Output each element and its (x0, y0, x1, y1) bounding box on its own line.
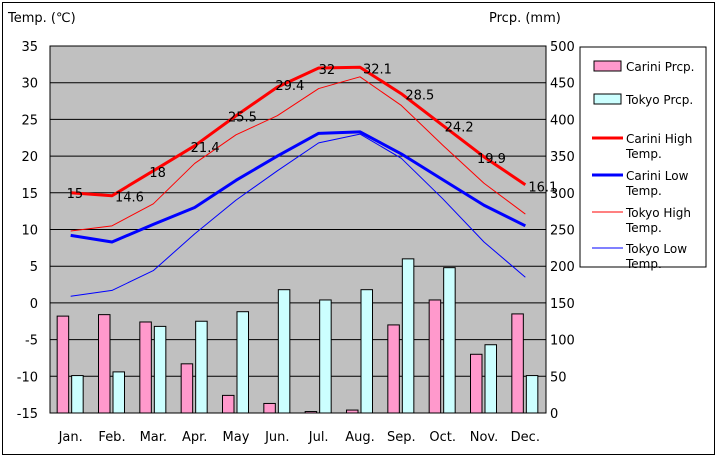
data-label: 24.2 (445, 120, 474, 135)
legend-box (579, 46, 707, 268)
bar-carini-prcp-jan (56, 315, 70, 414)
y-left-tick-label: 35 (21, 40, 38, 55)
bar-carini-prcp-may (222, 394, 235, 414)
y-axis-right-label: Prcp. (mm) (489, 11, 561, 26)
bar-tokyo-prcp-aug (360, 289, 373, 414)
data-label: 29.4 (275, 79, 304, 94)
y-left-tick-label: 25 (21, 113, 38, 128)
data-label: 32.1 (363, 62, 392, 77)
bar-tokyo-prcp-may (236, 311, 249, 414)
y-left-tick-label: 0 (30, 297, 38, 312)
legend-label: Tokyo High Temp. (625, 206, 691, 235)
x-tick-label: Jun. (264, 430, 289, 445)
y-left-tick-label: 30 (21, 77, 38, 92)
bar-tokyo-prcp-mar (153, 325, 167, 414)
data-label: 21.4 (191, 141, 220, 156)
legend: Carini Prcp. Tokyo Prcp. Carini High Temp. C… (579, 46, 707, 271)
bar-carini-prcp-mar (139, 321, 152, 414)
x-tick-label: Nov. (470, 430, 499, 445)
y-left-tick-label: 5 (30, 260, 38, 275)
bar-carini-prcp-feb (98, 314, 111, 414)
x-tick-label: Oct. (429, 430, 456, 445)
y-right-tick-label: 400 (550, 113, 575, 128)
data-label: 15 (67, 187, 84, 202)
data-label: 32 (319, 63, 336, 78)
bar-carini-prcp-jun (263, 402, 276, 414)
y-right-tick-label: 350 (550, 150, 575, 165)
y-right-tick-label: 200 (550, 260, 575, 275)
bar-carini-prcp-oct (428, 299, 442, 414)
data-label: 28.5 (405, 89, 434, 104)
y-right-tick-label: 50 (550, 370, 567, 385)
bar-tokyo-prcp-jun (277, 289, 291, 414)
bar-tokyo-prcp-dec (525, 375, 539, 414)
bar-carini-prcp-sep (387, 324, 400, 414)
bar-tokyo-prcp-jan (71, 375, 84, 414)
data-label: 14.6 (115, 191, 144, 206)
y-left-tick-label: -15 (17, 407, 38, 422)
line-tokyo-high-temp (70, 76, 526, 232)
x-tick-label: Aug. (345, 430, 375, 445)
legend-label: Carini Prcp. (626, 60, 694, 74)
y-axis-left-label: Temp. (℃) (7, 11, 76, 26)
y-left-tick-label: -5 (25, 334, 38, 349)
y-left-tick-label: 10 (21, 224, 38, 239)
bar-tokyo-prcp-apr (195, 320, 208, 414)
legend-label: Tokyo Low Temp. (625, 242, 687, 271)
data-labels: 15 14.6 18 21.4 25.5 29.4 32 32.1 28.5 24.2 19.9 16… (67, 62, 558, 205)
legend-label: Tokyo Prcp. (625, 93, 693, 107)
data-label: 18 (149, 166, 166, 181)
y-left-tick-label: 15 (21, 187, 38, 202)
bar-tokyo-prcp-oct (443, 267, 456, 414)
data-label: 16.1 (528, 181, 557, 196)
y-right-tick-label: 0 (550, 407, 558, 422)
bar-carini-prcp-jul (304, 411, 318, 414)
precipitation-bars (56, 258, 539, 414)
x-tick-label: Mar. (140, 430, 167, 445)
bar-carini-prcp-apr (180, 363, 194, 414)
x-tick-label: Jan. (58, 430, 83, 445)
line-carini-high-temp (70, 65, 527, 198)
y-right-tick-label: 500 (550, 40, 575, 55)
y-left-tick-label: 20 (21, 150, 38, 165)
legend-swatch (593, 60, 622, 72)
y-right-tick-label: 450 (550, 77, 575, 92)
temperature-lines (70, 65, 527, 297)
axes: 35302520151050-5-10-15500450400350300250… (17, 40, 575, 445)
x-tick-label: Sep. (387, 430, 416, 445)
data-label: 25.5 (228, 111, 257, 126)
bar-tokyo-prcp-sep (401, 258, 415, 414)
x-tick-label: May (223, 430, 250, 445)
line-carini-low-temp (70, 130, 527, 244)
x-tick-label: Jul. (308, 430, 329, 445)
bar-carini-prcp-aug (346, 409, 359, 414)
bar-carini-prcp-dec (511, 313, 524, 414)
bar-carini-prcp-nov (470, 353, 483, 414)
y-left-tick-label: -10 (17, 370, 38, 385)
y-right-tick-label: 300 (550, 187, 575, 202)
y-right-tick-label: 100 (550, 334, 575, 349)
x-tick-label: Dec. (511, 430, 540, 445)
legend-label: Carini Low Temp. (625, 169, 689, 198)
bar-tokyo-prcp-nov (484, 344, 497, 414)
x-tick-label: Apr. (182, 430, 207, 445)
bar-tokyo-prcp-jul (319, 299, 332, 414)
x-tick-label: Feb. (98, 430, 125, 445)
data-label: 19.9 (477, 152, 506, 167)
y-right-tick-label: 150 (550, 297, 575, 312)
line-tokyo-low-temp (70, 133, 526, 297)
y-right-tick-label: 250 (550, 224, 575, 239)
legend-swatch (593, 93, 622, 105)
legend-label: Carini High Temp. (625, 132, 692, 161)
bar-tokyo-prcp-feb (112, 371, 125, 414)
